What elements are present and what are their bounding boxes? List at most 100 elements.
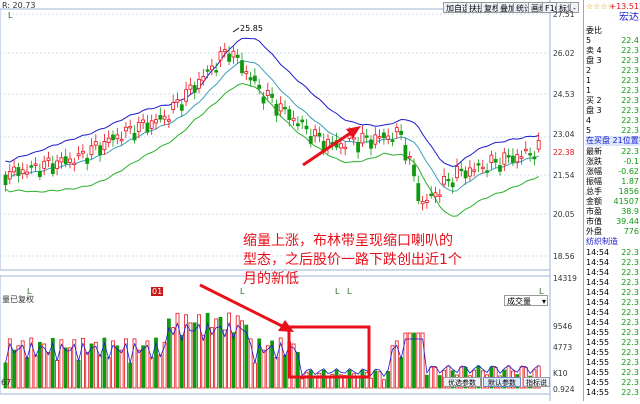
stat-row: 外盘 776 [586, 227, 639, 236]
volume-bar [166, 318, 171, 389]
volume-bar [270, 340, 275, 389]
candle-body [515, 154, 520, 163]
candle-body [171, 102, 176, 110]
candle-body [166, 119, 171, 122]
buy-row: 1 22.3 [586, 86, 639, 95]
boll-mid [5, 60, 539, 192]
optimize-params-button[interactable]: 优选参数 [443, 377, 481, 387]
candle-body [459, 168, 464, 172]
kline-chart[interactable]: 25.85 [0, 0, 583, 401]
candle-body [304, 125, 309, 130]
tick-row: 14:55 22.3 [586, 358, 639, 367]
volume-bar [295, 352, 300, 389]
annotation-text: 缩量上涨，布林带呈现缩口喇叭的型态，之后股价一路下跌创出近1个月的新低 [243, 233, 462, 287]
indicator-help-button[interactable]: 指标说明 [523, 377, 550, 387]
candle-body [7, 171, 12, 180]
volume-bar [201, 334, 206, 389]
volume-tick-label: 9546 [553, 322, 573, 331]
candle-body [412, 164, 416, 177]
candle-body [274, 103, 279, 116]
volume-indicator-select[interactable]: 成交量 ▾ [504, 295, 548, 306]
candle-body [162, 115, 167, 120]
candle-body [214, 70, 219, 73]
candle-body [128, 126, 133, 129]
tick-row: 14:55 22.3 [586, 378, 639, 387]
x-mark-4: L [347, 287, 352, 296]
volume-bar [141, 345, 146, 389]
toolbar-button-8[interactable]: - [570, 2, 579, 13]
industry-label: 纺织制造 [586, 237, 618, 246]
candle-body [158, 115, 163, 120]
candle-body [222, 49, 227, 53]
volume-bar [171, 327, 176, 389]
candle-body [63, 156, 68, 165]
candle-body [115, 134, 120, 140]
stat-row: 最新 22.3 [586, 147, 639, 156]
volume-bar [102, 337, 107, 389]
volume-bar [25, 357, 29, 389]
candle-body [209, 65, 214, 71]
volume-bar [209, 327, 214, 389]
candle-body [188, 84, 193, 90]
volume-bar [33, 354, 38, 389]
candle-body [89, 145, 94, 156]
price-tick-label: 21.54 [553, 171, 575, 180]
chart-area[interactable]: 25.85 [0, 0, 551, 401]
candle-body [502, 152, 507, 165]
volume-select-label: 成交量 [507, 297, 531, 306]
candle-body [132, 132, 137, 141]
volume-bar [437, 375, 442, 389]
buy-row: 盘 3 22.3 [586, 106, 639, 115]
candle-body [476, 163, 481, 166]
candle-body [72, 162, 77, 165]
candle-body [231, 50, 236, 58]
indicator-marker: L [8, 11, 13, 20]
volume-bar [175, 312, 180, 389]
volume-bar [244, 324, 249, 389]
candle-body [399, 130, 404, 135]
volume-bar [29, 337, 34, 389]
candle-body [455, 166, 459, 179]
webi-row: 委比 [586, 26, 602, 35]
volume-bar [403, 332, 408, 389]
candle-body [50, 163, 55, 175]
stat-row: 振幅 1.87 [586, 177, 639, 186]
default-params-button[interactable]: 默认参数 [483, 377, 521, 387]
volume-bar [128, 362, 133, 389]
volume-bar [420, 332, 425, 389]
candle-body [437, 194, 442, 197]
volume-bar [93, 341, 98, 389]
volume-bar [257, 338, 262, 389]
candle-body [364, 135, 369, 138]
candle-body [68, 158, 72, 163]
candle-body [390, 139, 395, 142]
candle-body [300, 119, 305, 123]
candle-body [356, 142, 361, 153]
candle-body [124, 126, 128, 132]
volume-bar [124, 338, 128, 389]
tick-row: 14:55 22.3 [586, 368, 639, 377]
volume-bar [308, 370, 313, 389]
volume-tick-label: K10 [553, 369, 568, 378]
volume-bar [106, 357, 111, 389]
candle-body [523, 148, 528, 152]
sell-row: 1 22.3 [586, 76, 639, 85]
candle-body [313, 129, 318, 137]
x-mark-3: L [335, 287, 340, 296]
volume-bar [394, 340, 399, 389]
volume-bar [300, 378, 305, 389]
volume-bar [304, 371, 309, 389]
candle-body [248, 77, 253, 81]
candle-body [261, 96, 266, 104]
price-tick-label: 22.38 [553, 148, 575, 157]
candle-body [257, 84, 262, 89]
candle-body [227, 53, 232, 62]
volume-bar [278, 337, 283, 389]
candle-body [351, 137, 356, 140]
stat-row: 金额 41507 [586, 197, 639, 206]
arrow-up-line [302, 130, 353, 167]
volume-bar [433, 366, 438, 389]
candle-body [485, 170, 490, 173]
volume-bar [72, 339, 77, 389]
candle-body [201, 76, 206, 82]
